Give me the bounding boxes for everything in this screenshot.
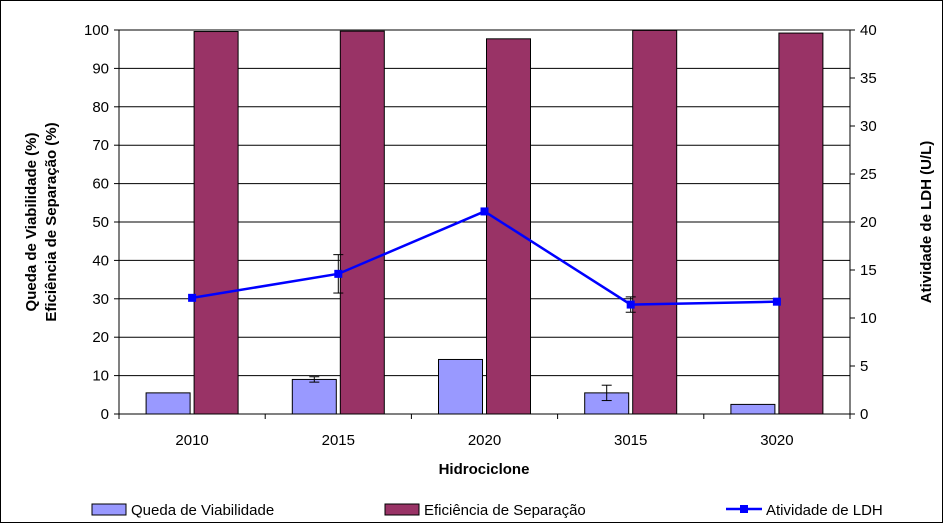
legend-swatch-eficiencia [384, 503, 420, 516]
y-tick-label-right: 5 [860, 358, 868, 375]
bars-layer [145, 29, 824, 415]
line-layer [188, 207, 781, 313]
bar-0-2010 [145, 392, 191, 415]
y-tick-label-right: 35 [860, 70, 877, 87]
grid-lines [119, 29, 850, 377]
ldh-point-2020 [480, 207, 489, 216]
y-tick-label-right: 10 [860, 310, 877, 327]
bar-1-3015 [632, 29, 678, 415]
y-tick-label-left: 80 [92, 99, 109, 116]
legend: Queda de Viabilidade Eficiência de Separ… [91, 502, 883, 519]
bar-0-2015 [291, 378, 337, 415]
x-axis-title: Hidrociclone [439, 461, 530, 478]
y-axis-title-left-line2: Eficiência de Separação (%) [43, 122, 60, 321]
y-tick-label-right: 20 [860, 214, 877, 231]
ldh-point-3015 [626, 300, 635, 309]
y-tick-label-left: 0 [101, 406, 109, 423]
bar-0-2020 [438, 358, 483, 415]
y-tick-label-left: 100 [84, 22, 109, 39]
legend-marker-ldh [740, 505, 748, 513]
axes-layer: 0 10 20 30 40 50 60 70 80 90 100 0 5 10 15 20 25 30 35 40 20… [84, 22, 877, 449]
y-tick-label-right: 15 [860, 262, 877, 279]
legend-label-ldh: Atividade de LDH [766, 502, 883, 519]
bar-1-3020 [778, 32, 824, 415]
ldh-point-3020 [772, 297, 781, 306]
legend-label-eficiencia: Eficiência de Separação [424, 502, 586, 519]
y-tick-label-left: 60 [92, 176, 109, 193]
y-axis-title-right: Atividade de LDH (U/L) [918, 141, 935, 304]
y-tick-label-left: 70 [92, 137, 109, 154]
legend-label-queda: Queda de Viabilidade [131, 502, 274, 519]
legend-swatch-queda [91, 503, 127, 516]
y-tick-label-left: 10 [92, 368, 109, 385]
x-tick-label-3015: 3015 [614, 432, 647, 449]
y-axis-title-left-line1: Queda de Viabilidade (%) [23, 133, 40, 312]
y-tick-label-left: 30 [92, 291, 109, 308]
x-tick-label-2020: 2020 [468, 432, 501, 449]
y-tick-label-right: 0 [860, 406, 868, 423]
y-tick-label-left: 40 [92, 252, 109, 269]
bar-1-2015 [339, 30, 385, 415]
bar-0-3020 [730, 403, 776, 415]
y-tick-label-right: 25 [860, 166, 877, 183]
y-tick-label-left: 20 [92, 329, 109, 346]
ldh-point-2010 [188, 293, 197, 302]
bar-1-2010 [193, 31, 239, 415]
y-tick-label-right: 40 [860, 22, 877, 39]
x-tick-label-3020: 3020 [760, 432, 793, 449]
x-tick-label-2015: 2015 [322, 432, 355, 449]
x-tick-label-2010: 2010 [175, 432, 208, 449]
y-tick-label-right: 30 [860, 118, 877, 135]
y-tick-label-left: 50 [92, 214, 109, 231]
y-tick-label-left: 90 [92, 60, 109, 77]
ldh-point-2015 [334, 269, 343, 278]
